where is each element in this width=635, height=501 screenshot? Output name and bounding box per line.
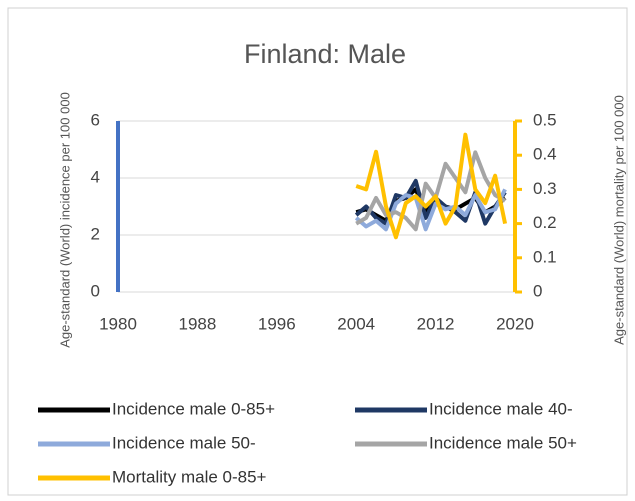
x-tick-label: 2012 <box>417 314 455 333</box>
x-tick-label: 1996 <box>258 314 296 333</box>
chart-frame <box>7 7 628 496</box>
y2-tick-label: 0.2 <box>533 213 557 232</box>
legend-label: Mortality male 0-85+ <box>112 467 267 486</box>
series-line <box>354 178 507 226</box>
y2-tick-label: 0.4 <box>533 145 557 164</box>
legend-label: Incidence male 50- <box>112 433 256 452</box>
y-tick-label: 0 <box>91 281 100 300</box>
legend-label: Incidence male 40- <box>429 399 573 418</box>
y2-tick-label: 0.5 <box>533 110 557 129</box>
x-tick-label: 2020 <box>496 314 534 333</box>
y-tick-label: 6 <box>91 110 100 129</box>
y2-tick-label: 0 <box>533 281 542 300</box>
y2-axis-title: Age-standard (World) mortality per 100 0… <box>611 95 626 345</box>
x-tick-label: 2004 <box>337 314 375 333</box>
legend-label: Incidence male 0-85+ <box>112 399 275 418</box>
series-line <box>355 150 507 232</box>
y-tick-label: 4 <box>91 167 100 186</box>
y-tick-label: 2 <box>91 224 100 243</box>
series-line <box>354 188 507 232</box>
legend-label: Incidence male 50+ <box>429 433 577 452</box>
y-axis-title: Age-standard (World) incidence per 100 0… <box>57 92 72 348</box>
y2-tick-label: 0.1 <box>533 247 557 266</box>
chart-title: Finland: Male <box>244 39 406 69</box>
series-line <box>355 132 508 240</box>
x-tick-label: 1988 <box>178 314 216 333</box>
y2-tick-label: 0.3 <box>533 179 557 198</box>
x-tick-label: 1980 <box>99 314 137 333</box>
